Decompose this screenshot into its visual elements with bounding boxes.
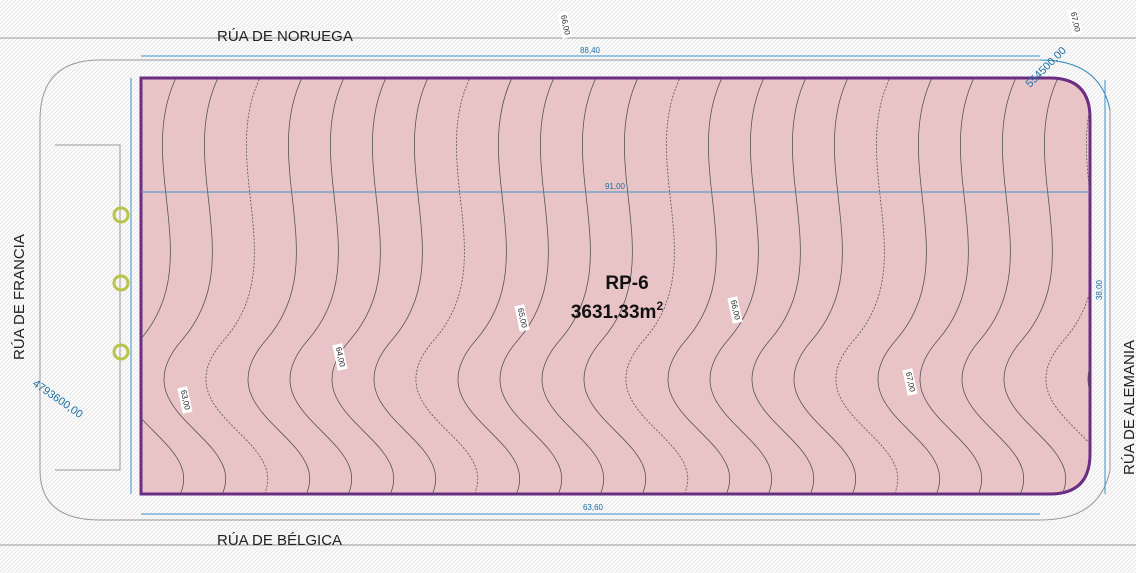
street-name: RÚA DE ALEMANIA <box>1121 340 1136 475</box>
street-name: RÚA DE BÉLGICA <box>217 532 342 549</box>
contour-label: 67,00 <box>1069 11 1082 33</box>
plot-rp6 <box>139 76 1092 496</box>
area-exponent: 2 <box>656 299 663 313</box>
contour-line <box>793 78 857 494</box>
label-box <box>902 368 918 396</box>
label-box <box>557 11 573 39</box>
dimension-label: 91,00 <box>605 182 626 191</box>
contour-line <box>1003 78 1067 494</box>
contour-line <box>1045 78 1090 494</box>
contour-line <box>205 78 269 494</box>
area-value: 3631.33m <box>571 302 657 323</box>
label-box <box>514 304 530 332</box>
contour-label: 65,00 <box>516 307 529 329</box>
contour-line <box>751 78 815 494</box>
contour-line <box>541 78 605 494</box>
contour-label: 66,00 <box>559 14 572 36</box>
contour-line <box>415 78 479 494</box>
contour-label: 67,00 <box>904 371 917 393</box>
contour-line <box>919 78 983 494</box>
contour-line <box>625 78 689 494</box>
street-name: RÚA DE FRANCIA <box>11 234 28 360</box>
contour-label: 64,00 <box>334 346 347 368</box>
contour-line <box>289 78 353 494</box>
contour-line <box>141 78 185 494</box>
label-box <box>332 343 348 371</box>
street-name: RÚA DE NORUEGA <box>217 28 353 45</box>
contour-line <box>877 78 941 494</box>
contour-line <box>163 78 227 494</box>
trees <box>112 206 130 361</box>
label-box <box>177 386 193 414</box>
label-box <box>727 296 743 324</box>
dimension-label: 88,40 <box>580 46 601 55</box>
contour-line <box>331 78 395 494</box>
label-box <box>1067 8 1083 36</box>
contour-line <box>247 78 311 494</box>
contour-line <box>499 78 563 494</box>
contour-lines <box>141 78 1090 494</box>
contour-line <box>457 78 521 494</box>
contour-line <box>583 78 647 494</box>
contour-line <box>961 78 1025 494</box>
contour-label: 63,00 <box>179 389 192 411</box>
plot-name: RP-6 <box>605 273 648 294</box>
plot-area: 3631.33m2 <box>571 299 664 323</box>
contour-line <box>373 78 437 494</box>
contour-line <box>667 78 731 494</box>
contour-labels: 63,00 64,00 65,00 66,00 67,00 66,00 67,00 <box>177 8 1083 414</box>
contour-label: 66,00 <box>729 299 742 321</box>
street-edges <box>0 37 1136 546</box>
contour-line <box>835 78 899 494</box>
dimension-label: 63,60 <box>583 503 604 512</box>
contour-line <box>709 78 773 494</box>
dimension-label: 38,00 <box>1095 279 1104 300</box>
